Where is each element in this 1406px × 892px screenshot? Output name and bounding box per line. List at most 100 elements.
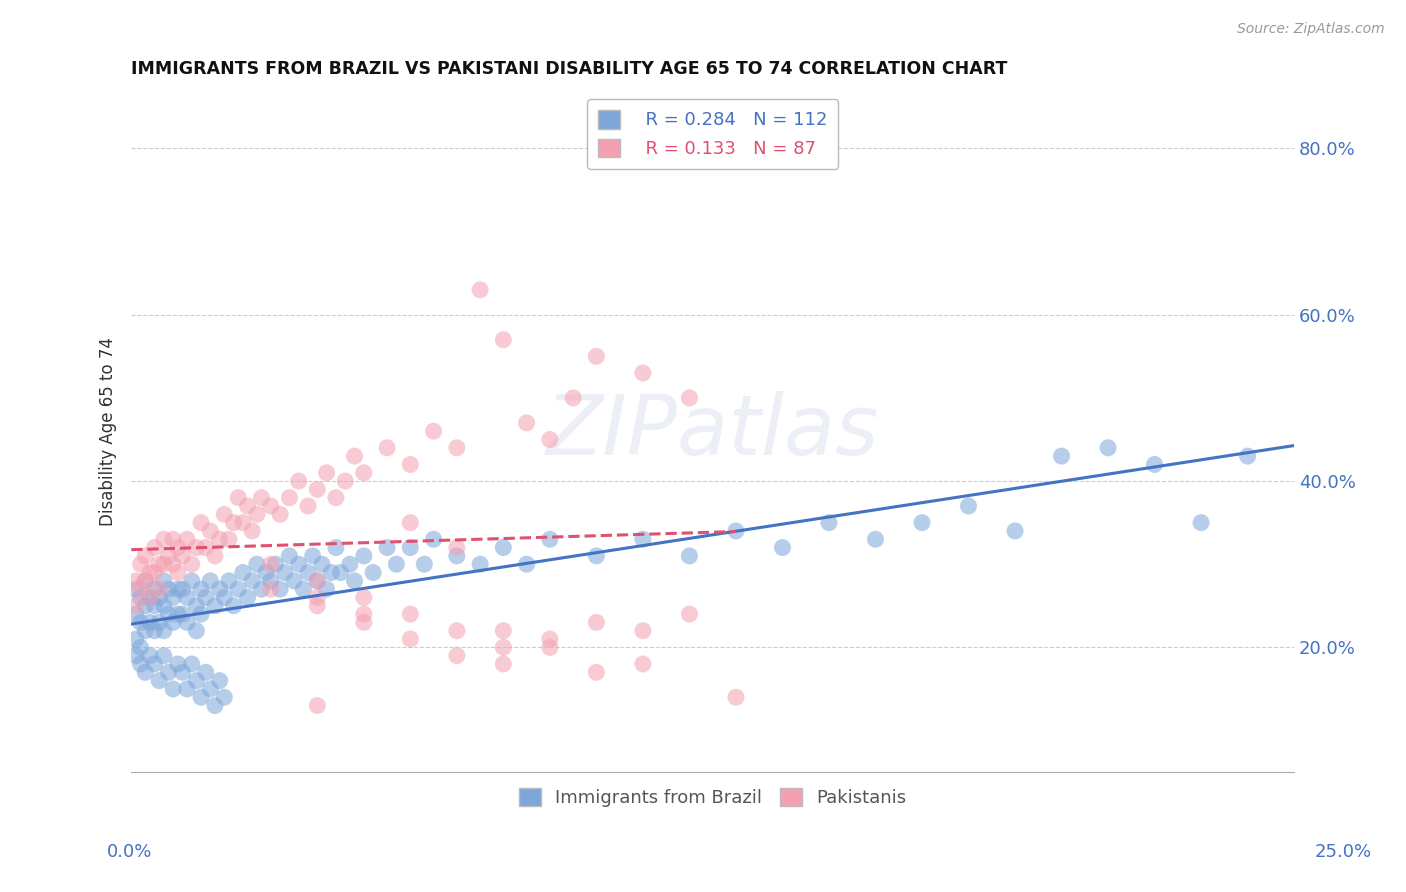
Point (260, 574, 283, 588)
Point (562, 391, 585, 405)
Point (204, 599, 226, 613)
Point (325, 541, 347, 555)
Point (631, 624, 654, 638)
Point (307, 591, 329, 605)
Point (172, 665, 194, 680)
Point (148, 615, 170, 630)
Point (125, 582, 148, 596)
Point (180, 558, 202, 572)
Point (194, 541, 217, 555)
Point (446, 549, 468, 563)
Point (222, 516, 245, 530)
Point (194, 665, 217, 680)
Point (339, 558, 361, 572)
Point (375, 541, 398, 555)
Point (134, 665, 156, 680)
Point (139, 566, 162, 580)
Point (1236, 449, 1258, 463)
Point (190, 690, 212, 705)
Point (516, 416, 538, 430)
Point (375, 441, 398, 455)
Point (134, 574, 156, 588)
Point (139, 648, 162, 663)
Text: IMMIGRANTS FROM BRAZIL VS PAKISTANI DISABILITY AGE 65 TO 74 CORRELATION CHART: IMMIGRANTS FROM BRAZIL VS PAKISTANI DISA… (131, 60, 1008, 78)
Point (186, 541, 208, 555)
Point (492, 333, 515, 347)
Point (190, 607, 212, 621)
Point (246, 558, 269, 572)
Point (343, 449, 366, 463)
Point (153, 624, 176, 638)
Point (301, 549, 323, 563)
Point (250, 582, 273, 596)
Point (143, 566, 166, 580)
Point (399, 458, 422, 472)
Point (162, 558, 184, 572)
Point (399, 516, 422, 530)
Point (287, 558, 309, 572)
Point (492, 657, 515, 671)
Point (269, 508, 291, 522)
Point (176, 615, 198, 630)
Point (724, 690, 747, 705)
Point (492, 640, 515, 655)
Point (631, 533, 654, 547)
Point (772, 541, 794, 555)
Point (143, 657, 166, 671)
Point (385, 558, 408, 572)
Point (538, 640, 561, 655)
Y-axis label: Disability Age 65 to 74: Disability Age 65 to 74 (100, 337, 117, 525)
Point (143, 624, 166, 638)
Point (125, 599, 148, 613)
Point (399, 632, 422, 646)
Point (218, 533, 240, 547)
Point (311, 558, 333, 572)
Point (399, 541, 422, 555)
Point (139, 591, 162, 605)
Point (865, 533, 887, 547)
Point (315, 466, 337, 480)
Point (143, 582, 166, 596)
Text: Source: ZipAtlas.com: Source: ZipAtlas.com (1237, 22, 1385, 37)
Point (361, 566, 384, 580)
Point (678, 607, 700, 621)
Point (208, 582, 231, 596)
Point (446, 541, 468, 555)
Point (162, 681, 184, 696)
Point (157, 582, 180, 596)
Point (134, 574, 156, 588)
Point (307, 574, 329, 588)
Point (190, 582, 212, 596)
Point (446, 624, 468, 638)
Point (236, 591, 259, 605)
Point (129, 615, 152, 630)
Point (911, 516, 934, 530)
Point (343, 574, 366, 588)
Point (957, 499, 980, 513)
Point (186, 624, 208, 638)
Point (176, 681, 198, 696)
Point (125, 574, 148, 588)
Point (1097, 441, 1119, 455)
Point (162, 533, 184, 547)
Point (264, 558, 287, 572)
Point (678, 549, 700, 563)
Point (446, 441, 468, 455)
Point (307, 483, 329, 497)
Point (538, 632, 561, 646)
Point (157, 665, 180, 680)
Point (254, 566, 277, 580)
Point (129, 640, 152, 655)
Point (153, 533, 176, 547)
Point (214, 591, 236, 605)
Point (492, 541, 515, 555)
Point (172, 549, 194, 563)
Point (246, 508, 269, 522)
Point (153, 648, 176, 663)
Point (226, 582, 249, 596)
Point (538, 433, 561, 447)
Point (180, 657, 202, 671)
Point (200, 524, 222, 538)
Point (335, 474, 357, 488)
Point (208, 673, 231, 688)
